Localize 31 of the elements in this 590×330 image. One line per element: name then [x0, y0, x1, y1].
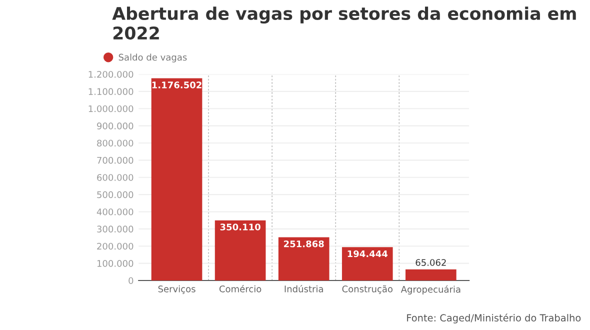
- bar: [406, 269, 456, 280]
- source-note: Fonte: Caged/Ministério do Trabalho: [407, 314, 581, 324]
- data-label: 194.444: [348, 250, 388, 258]
- y-tick-label: 300.000: [97, 226, 134, 232]
- data-label: 1.176.502: [152, 82, 202, 88]
- y-tick-label: 800.000: [97, 140, 134, 147]
- bar: [278, 237, 330, 280]
- y-tick-label: 0: [128, 277, 134, 284]
- y-tick-label: 1.200.000: [88, 70, 134, 78]
- y-tick-label: 1.100.000: [88, 88, 134, 95]
- bar: [342, 247, 393, 280]
- y-tick-label: 600.000: [97, 174, 134, 181]
- y-tick-label: 500.000: [97, 191, 134, 198]
- x-tick-label: Agropecuária: [400, 285, 460, 294]
- data-label: 251.868: [284, 240, 324, 248]
- y-tick-label: 200.000: [97, 242, 134, 250]
- legend-label: Saldo de vagas: [118, 54, 187, 62]
- data-label: 65.062: [416, 259, 446, 266]
- y-tick-label: 1.000.000: [88, 105, 134, 112]
- chart-title: Abertura de vagas por setores da economia em 2022: [112, 6, 576, 40]
- x-tick-label: Construção: [342, 285, 393, 294]
- y-tick-label: 700.000: [97, 156, 134, 164]
- x-tick-label: Serviços: [158, 285, 196, 294]
- y-tick-label: 400.000: [96, 208, 134, 216]
- bar: [214, 220, 266, 280]
- x-tick-label: Comércio: [219, 285, 262, 292]
- x-tick-label: Indústria: [284, 285, 323, 292]
- y-tick-label: 100.000: [97, 260, 134, 267]
- data-label: 350.110: [220, 224, 260, 230]
- y-tick-label: 900.000: [97, 122, 134, 130]
- bar: [151, 78, 202, 280]
